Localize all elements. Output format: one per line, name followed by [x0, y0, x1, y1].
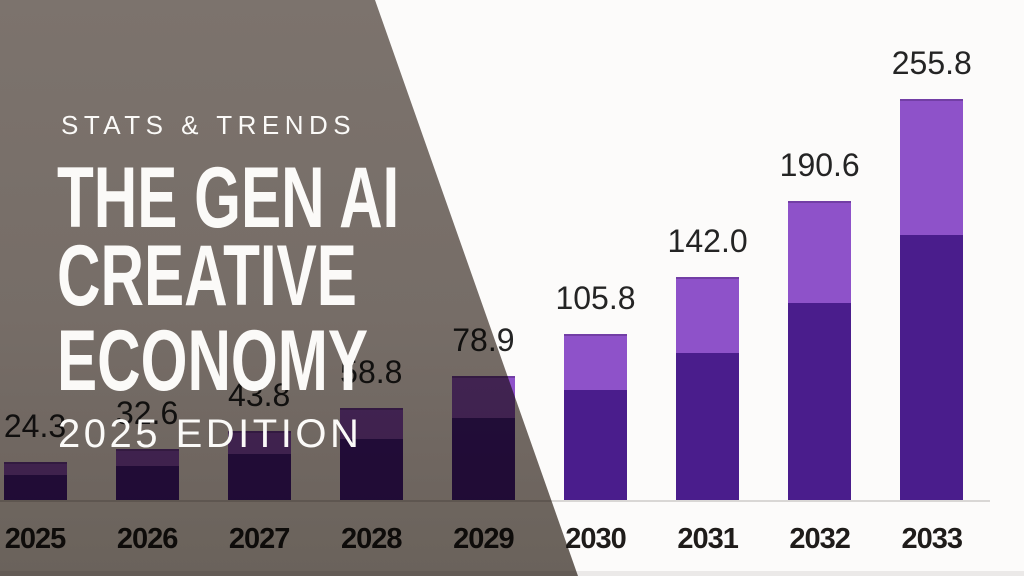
title-line-3: ECONOMY: [57, 313, 369, 409]
edition-text: 2025 EDITION: [58, 412, 363, 456]
value-label-2030: 105.8: [555, 280, 636, 316]
bar-segment-dark: [788, 303, 852, 500]
x-axis-label-2032: 2032: [789, 523, 851, 555]
bar-segment-light: [788, 201, 852, 303]
bar-2031: [676, 277, 740, 500]
value-label-2033: 255.8: [891, 45, 972, 81]
value-label-2031: 142.0: [667, 223, 748, 259]
title-line-2: CREATIVE: [57, 228, 357, 324]
bar-segment-light: [900, 99, 964, 235]
bar-segment-light: [676, 277, 740, 353]
value-label-2032: 190.6: [779, 147, 860, 183]
bar-2032: [788, 201, 852, 500]
x-axis-label-2033: 2033: [901, 523, 964, 555]
kicker-text: STATS & TRENDS: [61, 110, 357, 140]
x-axis-label-2030: 2030: [565, 523, 627, 555]
bar-segment-dark: [900, 235, 964, 500]
bar-2033: [900, 99, 964, 500]
title-line-1: THE GEN AI: [57, 150, 400, 246]
bar-segment-dark: [676, 353, 740, 500]
bar-segment-dark: [564, 390, 627, 500]
bar-segment-light: [564, 334, 627, 390]
x-axis-label-2031: 2031: [677, 523, 739, 555]
bar-2030: [564, 334, 627, 500]
